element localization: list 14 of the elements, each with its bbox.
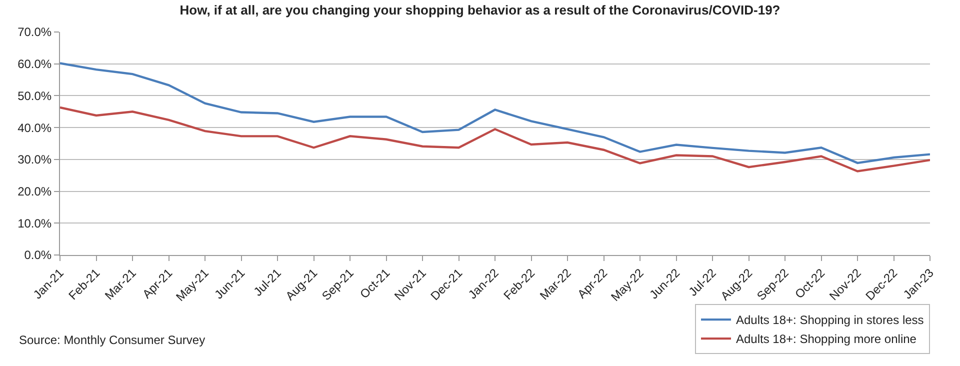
y-tick-label: 30.0%	[18, 152, 52, 167]
y-tick-label: 20.0%	[18, 184, 52, 198]
y-tick-label: 40.0%	[18, 120, 52, 135]
y-tick-label: 60.0%	[18, 57, 52, 72]
chart-title: How, if at all, are you changing your shopping behavior as a result of the Coronavirus/COVID-19?	[180, 2, 780, 18]
y-tick-label: 50.0%	[18, 88, 52, 103]
line-series	[60, 106, 930, 172]
y-tick-label: 70.0%	[18, 25, 52, 40]
source-note: Source: Monthly Consumer Survey	[19, 333, 206, 347]
y-tick-label: 10.0%	[18, 216, 52, 230]
legend-label: Adults 18+: Shopping in stores less	[736, 313, 924, 328]
legend-label: Adults 18+: Shopping more online	[736, 332, 917, 346]
line-series	[60, 62, 930, 164]
y-tick-label: 0.0%	[24, 248, 52, 262]
